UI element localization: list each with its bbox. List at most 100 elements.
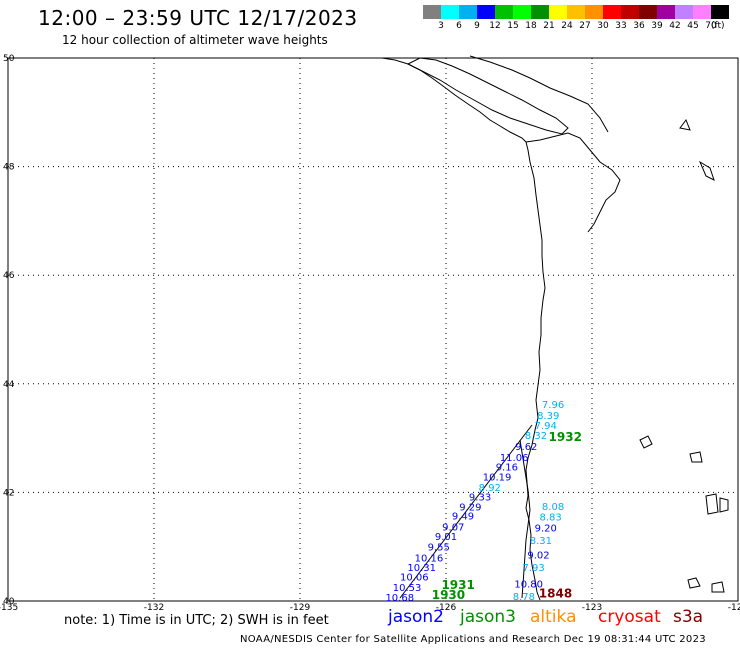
scale-label: 3 <box>438 21 444 31</box>
scale-label: 27 <box>579 21 591 31</box>
swh-value: 9.07 <box>442 522 464 533</box>
scale-label: 9 <box>474 21 480 31</box>
swh-value: 9.16 <box>496 463 518 474</box>
swh-value: 8.32 <box>525 431 547 442</box>
scale-label: 18 <box>525 21 537 31</box>
scale-label: 70 <box>705 21 717 31</box>
swh-value: 8.92 <box>479 483 501 494</box>
swh-value: 8.78 <box>513 592 535 603</box>
swh-value: 7.94 <box>535 421 557 432</box>
axis-tick-labels: -135 -132 -129 -126 -123 -120 40 42 44 46 48 50 <box>0 54 740 613</box>
swh-value: 9.62 <box>515 442 537 453</box>
scale-label: 15 <box>507 21 519 31</box>
map-frame <box>7 57 739 602</box>
swh-value: 9.01 <box>435 532 457 543</box>
scale-swatch <box>423 5 441 19</box>
lon-tick-label: -120 <box>728 603 740 613</box>
lon-tick-label: -123 <box>582 603 602 613</box>
scale-swatch <box>639 5 657 19</box>
lon-tick-label: -135 <box>0 603 18 613</box>
pass-time: 1930 <box>432 588 465 602</box>
swh-value: 10.80 <box>514 579 543 590</box>
scale-swatch <box>711 5 729 19</box>
map-subtitle: 12 hour collection of altimeter wave hei… <box>62 33 328 47</box>
scale-label: 30 <box>597 21 609 31</box>
lat-tick-label: 46 <box>3 271 15 281</box>
pass-time: 1848 <box>539 587 572 601</box>
lat-tick-label: 50 <box>3 54 15 64</box>
swh-value: 11.06 <box>500 453 529 464</box>
scale-label: 36 <box>633 21 645 31</box>
scale-swatch <box>549 5 567 19</box>
swh-value: 9.20 <box>535 523 557 534</box>
scale-swatch <box>585 5 603 19</box>
note-text: note: 1) Time is in UTC; 2) SWH is in fe… <box>64 613 329 628</box>
scale-label: 33 <box>615 21 627 31</box>
scale-label: 6 <box>456 21 462 31</box>
scale-swatch <box>513 5 531 19</box>
scale-swatch <box>495 5 513 19</box>
lat-tick-label: 40 <box>3 597 15 607</box>
scale-swatch <box>441 5 459 19</box>
swh-value: 10.31 <box>407 563 436 574</box>
satellite-jason3: jason3 <box>460 607 516 627</box>
lat-tick-label: 48 <box>3 163 15 173</box>
scale-swatch <box>459 5 477 19</box>
pass-time: 1931 <box>441 578 474 592</box>
swh-value: 9.55 <box>428 543 450 554</box>
swh-value: 7.96 <box>542 400 564 411</box>
coastline-west <box>381 57 546 419</box>
satellite-jason2: jason2 <box>388 607 444 627</box>
swh-value: 9.29 <box>459 502 481 513</box>
scale-label: 45 <box>687 21 699 31</box>
swh-value: 10.19 <box>483 472 512 483</box>
scale-swatch <box>657 5 675 19</box>
scale-label: 12 <box>489 21 501 31</box>
island-f <box>711 581 725 593</box>
scale-swatch <box>603 5 621 19</box>
swh-value: 9.33 <box>469 493 491 504</box>
lon-tick-label: -129 <box>290 603 311 613</box>
pass-time: 1932 <box>549 430 582 444</box>
swh-value: 9.02 <box>527 551 549 562</box>
swh-value: 8.08 <box>542 502 564 513</box>
swh-value: 9.49 <box>452 512 474 523</box>
lat-tick-label: 42 <box>3 488 14 498</box>
swh-value: 7.93 <box>522 563 544 574</box>
mainland-bc <box>469 55 609 133</box>
island-e <box>687 577 701 589</box>
color-scale-unit: (ft) <box>711 21 725 31</box>
island-d <box>719 497 729 513</box>
color-scale <box>423 5 729 19</box>
coastline-south <box>525 417 541 601</box>
coastline <box>381 55 729 601</box>
scale-label: 39 <box>651 21 663 31</box>
scale-swatch <box>531 5 549 19</box>
scale-label: 24 <box>561 21 573 31</box>
swh-value: 8.31 <box>530 536 552 547</box>
track-west <box>399 424 533 599</box>
scale-label: 21 <box>543 21 555 31</box>
swh-value: 10.53 <box>393 583 422 594</box>
vancouver-island <box>406 57 569 135</box>
scale-swatch <box>675 5 693 19</box>
lat-lon-grid <box>7 57 739 602</box>
island-c <box>705 493 719 515</box>
scale-swatch <box>567 5 585 19</box>
puget-sound <box>525 132 621 233</box>
scale-label: 42 <box>669 21 681 31</box>
island-g <box>679 118 691 131</box>
footer-credit: NOAA/NESDIS Center for Satellite Applica… <box>240 634 706 645</box>
swh-value: 10.16 <box>415 553 444 564</box>
swh-value: 10.68 <box>385 593 414 604</box>
island-h <box>698 160 715 181</box>
swh-value: 8.39 <box>537 411 559 422</box>
track-east <box>519 439 531 599</box>
scale-swatch <box>693 5 711 19</box>
lat-tick-label: 44 <box>3 380 15 390</box>
scale-swatch <box>477 5 495 19</box>
satellite-cryosat: cryosat <box>598 607 661 627</box>
satellite-altika: altika <box>530 607 577 627</box>
